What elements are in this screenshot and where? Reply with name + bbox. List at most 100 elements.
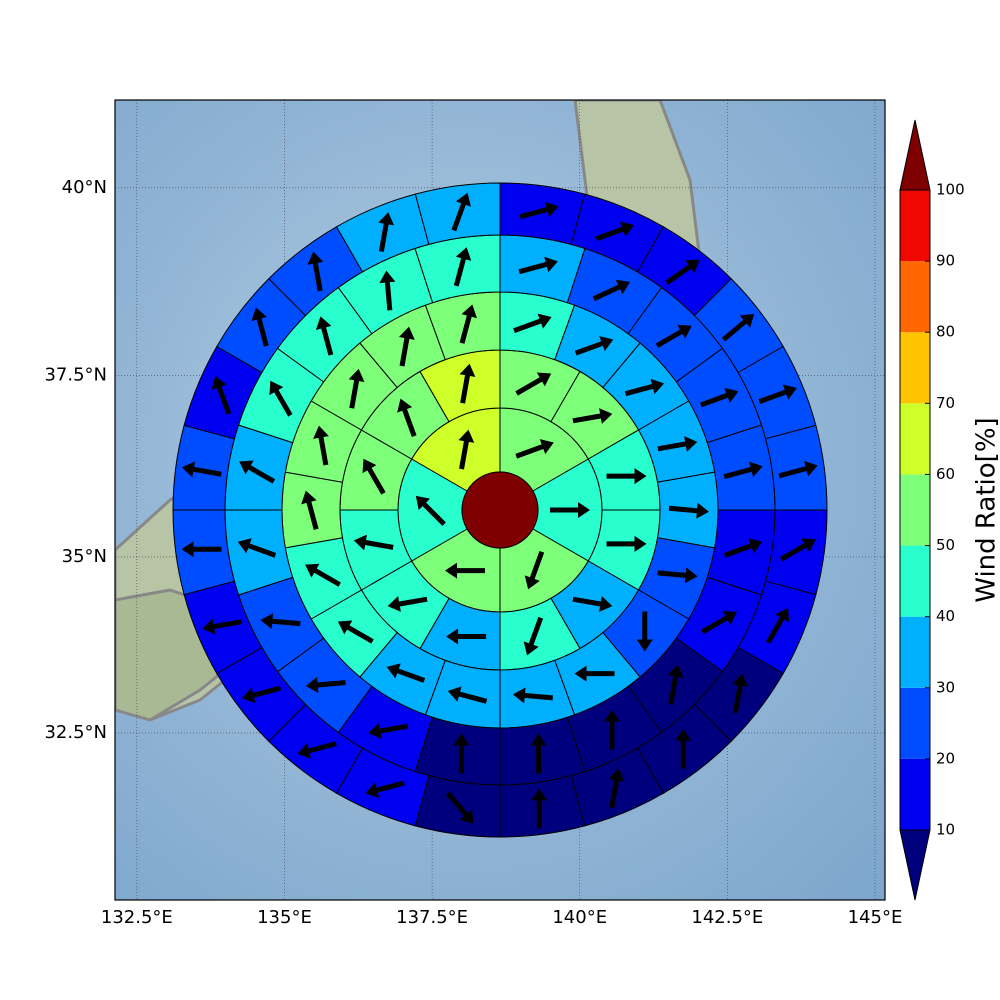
colorbar-bin	[900, 261, 930, 333]
wind-arrow	[655, 324, 692, 348]
wind-arrow	[723, 461, 763, 480]
wind-arrow	[699, 387, 739, 408]
wind-arrow	[657, 436, 698, 452]
wind-arrow	[513, 313, 552, 334]
wind-arrow	[365, 780, 405, 798]
wind-arrow	[732, 673, 749, 714]
wind-arrow	[307, 251, 324, 292]
wind-arrow	[523, 616, 544, 656]
wind-arrow	[518, 256, 558, 275]
wind-arrow	[445, 562, 485, 579]
colorbar-tick-label: 10	[936, 821, 955, 839]
colorbar-bin	[900, 758, 930, 830]
wind-arrow	[624, 378, 665, 397]
wind-arrow	[531, 788, 548, 829]
wind-arrow	[379, 270, 396, 311]
wind-arrow	[313, 425, 329, 466]
colorbar-frame	[899, 189, 931, 831]
wind-arrow	[606, 468, 647, 485]
colorbar-tick-label: 50	[936, 536, 955, 554]
colorbar-bin	[900, 403, 930, 475]
wind-arrow	[603, 709, 620, 750]
wind-arrow	[305, 563, 341, 587]
sector	[499, 775, 586, 838]
wind-arrow	[512, 687, 553, 704]
colorbar: 10 20 30 40 50 60 70 80 90 100	[899, 119, 965, 901]
wind-arrow	[386, 663, 426, 683]
wind-arrow	[251, 307, 269, 347]
wind-arrow	[239, 460, 276, 484]
wind-arrow	[397, 398, 417, 438]
wind-arrow	[765, 607, 790, 644]
colorbar-tick-label: 90	[936, 252, 955, 270]
wind-arrow	[668, 502, 709, 519]
wind-arrow	[362, 458, 386, 495]
sector	[172, 424, 235, 511]
y-tick-label: 35°N	[62, 546, 107, 567]
colorbar-tick-label: 40	[936, 607, 955, 625]
sector	[765, 424, 828, 511]
wind-arrow	[665, 259, 700, 285]
wind-arrow	[701, 610, 737, 635]
colorbar-tick-label: 30	[936, 678, 955, 696]
wind-arrow	[758, 384, 797, 405]
wind-arrow	[202, 618, 243, 635]
wind-arrow	[574, 665, 615, 682]
colorbar-label: Wind Ratio[%]	[972, 417, 1000, 602]
sector	[172, 509, 235, 596]
y-tick-label: 37.5°N	[44, 364, 107, 385]
wind-arrow	[530, 733, 547, 774]
wind-arrow	[606, 535, 647, 552]
wind-arrow	[524, 550, 545, 590]
colorbar-bin	[900, 474, 930, 546]
wind-arrow	[348, 368, 365, 409]
wind-arrow	[572, 408, 613, 424]
wind-arrow	[297, 741, 337, 759]
wind-arrow	[260, 613, 301, 630]
wind-arrow	[595, 221, 634, 242]
colorbar-bin	[900, 687, 930, 759]
wind-arrow	[667, 664, 684, 705]
wind-arrow	[778, 460, 818, 479]
x-tick-label: 142.5°E	[691, 907, 763, 928]
sector	[499, 182, 586, 245]
wind-arrow	[592, 279, 631, 302]
map-frame	[114, 99, 886, 901]
colorbar-tick-label: 20	[936, 749, 955, 767]
wind-arrow	[387, 596, 428, 612]
wind-arrow	[779, 538, 816, 562]
wind-arrow	[399, 326, 415, 367]
colorbar-bin	[900, 190, 930, 262]
x-tick-label: 135°E	[257, 907, 312, 928]
wind-arrow	[237, 538, 277, 558]
wind-arrow	[378, 212, 395, 253]
wind-arrow	[241, 685, 282, 704]
x-tick-label: 137.5°E	[396, 907, 468, 928]
wind-arrow	[459, 363, 476, 404]
x-tick-label: 145°E	[848, 907, 903, 928]
wind-arrow	[353, 534, 394, 551]
wind-arrow	[515, 439, 554, 459]
center-disk	[461, 471, 539, 549]
wind-arrow	[415, 495, 446, 526]
colorbar-bin	[900, 545, 930, 617]
wind-arrow	[723, 538, 763, 558]
wind-arrow	[181, 541, 222, 558]
wind-arrow	[550, 502, 590, 518]
wind-arrow	[446, 628, 487, 645]
wind-arrow	[636, 611, 653, 652]
wind-arrow	[608, 768, 625, 809]
wind-arrow	[458, 429, 475, 470]
wind-arrow	[453, 733, 470, 774]
wind-arrow	[515, 372, 552, 396]
wind-arrow	[211, 376, 232, 415]
wind-arrow	[445, 791, 474, 824]
wind-arrow	[519, 201, 559, 220]
wind-arrow	[305, 677, 346, 693]
wind-arrow	[721, 313, 755, 342]
wind-arrow	[572, 596, 613, 612]
axes: 132.5°E 135°E 137.5°E 140°E 142.5°E 145°E 32.5…	[44, 177, 902, 928]
wind-arrow	[657, 567, 698, 584]
wind-arrow	[451, 192, 471, 232]
